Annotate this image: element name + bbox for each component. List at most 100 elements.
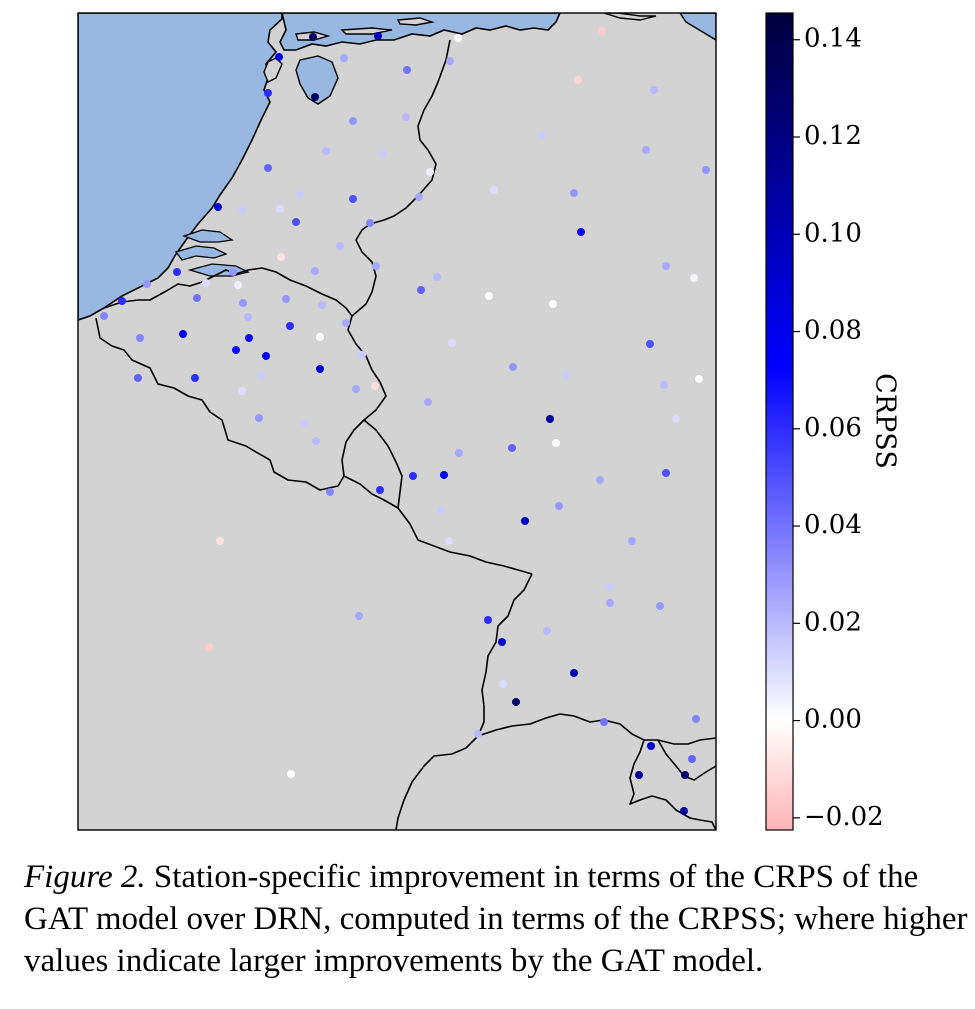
colorbar-tick-label: 0.02 (804, 607, 862, 637)
station-point (336, 242, 344, 250)
border-be-de-lu (341, 315, 533, 575)
station-point (244, 313, 252, 321)
station-point (179, 330, 187, 338)
station-point (409, 472, 417, 480)
colorbar-tick-label: 0.06 (804, 413, 862, 443)
station-point (417, 286, 425, 294)
zeeland-estuary-2 (182, 229, 234, 243)
station-point (349, 195, 357, 203)
station-point (521, 517, 529, 525)
station-point (277, 253, 285, 261)
ijsselmeer (295, 55, 339, 105)
station-point (232, 346, 240, 354)
station-point (600, 718, 608, 726)
station-point (692, 715, 700, 723)
border-ch-at (629, 739, 716, 830)
map-frame (77, 12, 717, 831)
station-point (366, 219, 374, 227)
map-panel (78, 13, 716, 830)
station-point (437, 506, 445, 514)
station-point (695, 375, 703, 383)
station-point (276, 205, 284, 213)
station-point (312, 437, 320, 445)
colorbar-ticks: 0.14 0.12 0.10 0.08 0.06 0.04 0.02 0.00 −0.02 (793, 24, 884, 832)
figure-caption: Figure 2. Station-specific improvement i… (24, 856, 969, 982)
station-point (490, 186, 498, 194)
station-point (402, 113, 410, 121)
station-point (628, 537, 636, 545)
colorbar-tick-label: 0.04 (804, 510, 862, 540)
station-point (300, 419, 308, 427)
station-point (352, 385, 360, 393)
station-point (376, 486, 384, 494)
station-point (238, 387, 246, 395)
station-point (546, 415, 554, 423)
station-point (355, 612, 363, 620)
caption-text: Station-specific improvement in terms of… (24, 859, 968, 979)
station-point (690, 274, 698, 282)
station-point (415, 193, 423, 201)
station-point (440, 471, 448, 479)
station-point (499, 680, 507, 688)
station-point (311, 267, 319, 275)
station-point (662, 469, 670, 477)
station-point (264, 89, 272, 97)
zeeland-estuary-1 (174, 245, 228, 261)
station-point (549, 300, 557, 308)
station-point (680, 807, 688, 815)
station-point (484, 616, 492, 624)
station-point (173, 268, 181, 276)
station-point (485, 292, 493, 300)
colorbar-tick-label: 0.10 (804, 218, 862, 248)
station-point (264, 164, 272, 172)
border-lu (363, 419, 403, 509)
station-point (598, 27, 606, 35)
station-point (100, 312, 108, 320)
station-point (498, 638, 506, 646)
station-point (702, 166, 710, 174)
station-point (214, 203, 222, 211)
station-point (474, 730, 482, 738)
station-point (681, 771, 689, 779)
station-point (287, 770, 295, 778)
north-sea (78, 13, 283, 321)
colorbar-label: CRPSS (870, 373, 901, 469)
station-point (596, 476, 604, 484)
station-point (342, 319, 350, 327)
station-point (509, 363, 517, 371)
station-point (538, 131, 546, 139)
station-point (605, 583, 613, 591)
colorbar-tick-label: 0.08 (804, 316, 862, 346)
station-point (239, 299, 247, 307)
station-point (262, 352, 270, 360)
wadden-island-5 (603, 13, 657, 21)
station-point (136, 334, 144, 342)
station-point (255, 414, 263, 422)
station-point (446, 57, 454, 65)
station-point (570, 189, 578, 197)
station-point (642, 146, 650, 154)
station-point (448, 339, 456, 347)
stations-layer (100, 27, 710, 815)
station-point (672, 415, 680, 423)
station-point (445, 537, 453, 545)
station-point (662, 262, 670, 270)
station-point (118, 297, 126, 305)
station-point (286, 322, 294, 330)
station-point (257, 372, 265, 380)
station-point (508, 444, 516, 452)
station-point (433, 273, 441, 281)
station-point (349, 117, 357, 125)
station-point (426, 168, 434, 176)
station-point (296, 190, 304, 198)
station-point (245, 334, 253, 342)
border-fr-de-rhine (395, 573, 533, 830)
station-point (193, 294, 201, 302)
station-point (372, 262, 380, 270)
station-point (292, 218, 300, 226)
station-point (512, 698, 520, 706)
station-point (570, 669, 578, 677)
frisian-coast (279, 13, 561, 51)
station-point (311, 93, 319, 101)
station-point (358, 351, 366, 359)
